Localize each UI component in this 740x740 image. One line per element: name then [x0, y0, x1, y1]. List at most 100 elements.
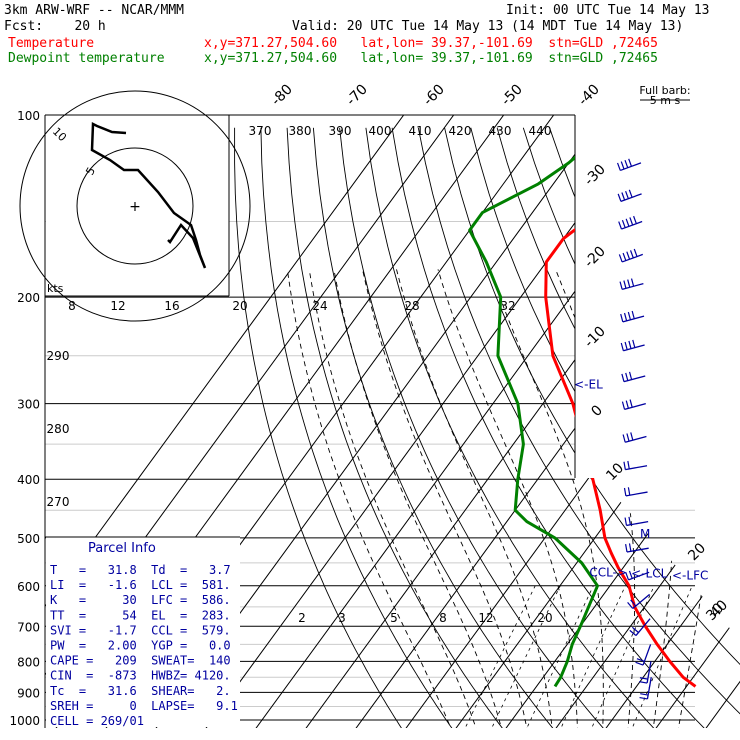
wind-barb-feather	[621, 401, 626, 410]
parcel-row: PW = 2.00 YGP = 0.0	[50, 639, 231, 653]
init-time: Init: 00 UTC Tue 14 May 13	[506, 3, 710, 18]
wind-barb-feather	[628, 371, 633, 380]
mixing-ratio-line	[524, 585, 594, 728]
wind-barb-feather	[630, 432, 634, 441]
isotherm-label: -70	[343, 81, 370, 108]
speed-label: 8	[68, 299, 76, 313]
isotherm-label: -60	[420, 81, 447, 108]
theta-label-left: 290	[47, 349, 70, 363]
mixing-ratio-label: 8	[439, 611, 447, 625]
mixing-ratio-line	[558, 585, 626, 728]
speed-label: 20	[232, 299, 247, 313]
wind-barb-feather	[625, 190, 629, 199]
mixing-ratio-line	[462, 585, 536, 728]
model-title: 3km ARW-WRF -- NCAR/MMM	[4, 3, 185, 18]
valid-time: Valid: 20 UTC Tue 14 May 13 (14 MDT Tue …	[292, 19, 684, 34]
wind-barb-feather	[626, 433, 630, 442]
hodograph-background	[46, 116, 229, 295]
isotherm-label: -40	[575, 81, 602, 108]
wind-barb-feather	[630, 278, 635, 287]
wind-barb-feather	[622, 252, 627, 261]
wind-barbs: Full barb:5 m s	[616, 84, 691, 700]
parcel-row: SVI = -1.7 CCL = 579.	[50, 623, 231, 637]
isotherm-line	[602, 115, 740, 728]
wind-barb-feather	[616, 162, 621, 171]
dry-adiabat	[706, 127, 740, 728]
wind-barb-feather	[622, 434, 626, 443]
hodograph-trace	[90, 122, 207, 269]
wind-barb-feather	[628, 570, 633, 579]
wind-barb-feather	[639, 696, 648, 700]
parcel-title: Parcel Info	[88, 541, 156, 556]
hodograph-center: +	[129, 199, 141, 215]
wind-barb-staff	[623, 344, 645, 352]
wind-barb-feather	[623, 487, 627, 496]
pressure-tick-label: 400	[17, 473, 40, 487]
dry-adiabat	[444, 127, 740, 728]
dry-adiabat	[339, 127, 608, 728]
mixing-ratio-label: 12	[478, 611, 493, 625]
isotherm-line	[252, 115, 714, 728]
dry-adiabat	[549, 127, 740, 728]
wind-barb-feather	[629, 250, 634, 259]
wind-barb-feather	[627, 487, 631, 496]
wind-barb-feather	[628, 543, 632, 552]
mixing-ratio-label: 20	[537, 611, 552, 625]
parcel-row: CELL = 269/01	[50, 714, 144, 728]
forecast-hour: Fcst: 20 h	[4, 19, 106, 34]
wind-barb-feather	[621, 373, 625, 382]
pressure-tick-label: 900	[17, 686, 40, 700]
wind-barb-feather	[625, 544, 628, 553]
moist-adiabat	[333, 269, 504, 728]
isotherm-label: 0	[588, 402, 606, 420]
theta-label-top: 410	[409, 124, 432, 138]
isotherm-label: -50	[498, 81, 525, 108]
temperature-legend-label: Temperature	[8, 36, 95, 51]
moist-adiabat	[308, 269, 479, 728]
wind-barb-feather	[627, 460, 630, 470]
wind-barb-feather	[620, 342, 624, 351]
wind-barb-feather	[621, 192, 626, 201]
wind-barb-feather	[617, 193, 622, 202]
wind-barb-feather	[635, 661, 644, 666]
wind-barb-feather	[636, 658, 645, 662]
parcel-row: LI = -1.6 LCL = 581.	[50, 578, 231, 592]
dry-adiabat	[575, 127, 740, 728]
isotherm-label: -30	[581, 161, 608, 188]
isotherm-line	[45, 115, 414, 728]
pressure-tick-label: 200	[17, 291, 40, 305]
wind-barb-staff	[642, 644, 652, 666]
moist-adiabat	[489, 269, 604, 728]
hodograph-ring	[76, 147, 194, 265]
isotherm-line	[652, 115, 740, 728]
wind-barb-feather	[632, 339, 636, 348]
parcel-info-box: Parcel Info T = 31.8 Td = 3.7LI = -1.6 LC…	[45, 536, 240, 728]
theta-label-left: 280	[47, 422, 70, 436]
pressure-tick-label: 800	[17, 655, 40, 669]
wind-barb-feather	[631, 626, 639, 633]
speed-label: 32	[500, 299, 515, 313]
isotherm-label: 10	[603, 460, 627, 484]
pressure-tick-label: 600	[17, 580, 40, 594]
pressure-tick-label: 700	[17, 620, 40, 634]
wind-barb-feather	[629, 399, 633, 408]
mixing-ratio-label: 2	[298, 611, 306, 625]
mixing-ratio-label: 3	[338, 611, 346, 625]
wind-barb-feather	[627, 602, 634, 609]
wind-barb-feather	[628, 189, 633, 198]
level-annotation: CCL->	[589, 565, 627, 579]
wind-barb-feather	[620, 161, 625, 170]
parcel-row: CAPE = 209 SWEAT= 140	[50, 654, 231, 668]
wind-barb-feather	[639, 681, 648, 684]
wind-barb-feather	[625, 572, 630, 581]
dry-adiabat	[417, 127, 740, 728]
wind-barb-feather	[624, 341, 628, 350]
moist-adiabat	[437, 269, 579, 728]
wind-barb-feather	[618, 221, 623, 230]
wind-barb-staff	[646, 677, 652, 700]
pressure-tick-label: 100	[17, 109, 40, 123]
isotherm-label: -80	[268, 81, 295, 108]
wind-barb-feather	[639, 677, 648, 680]
theta-label-left: 270	[47, 495, 70, 509]
